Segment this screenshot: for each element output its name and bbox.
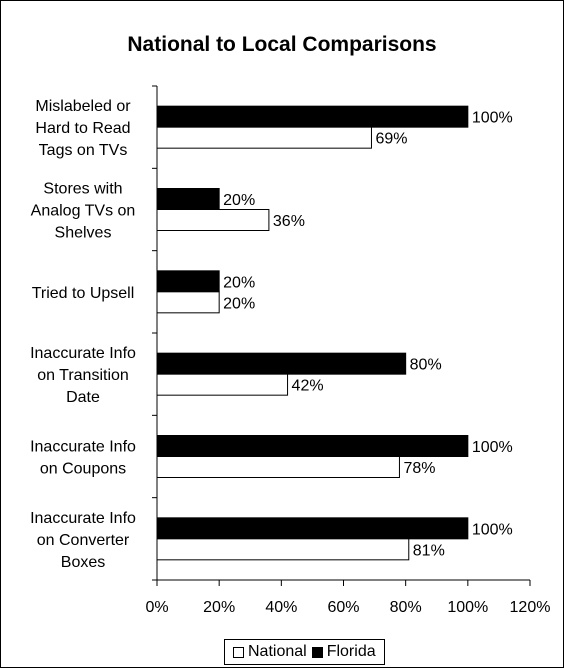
x-tick-label-3: 60% bbox=[327, 599, 359, 616]
x-tick-label-0: 0% bbox=[145, 599, 168, 616]
data-label-florida-0: 100% bbox=[472, 110, 513, 127]
data-label-florida-4: 100% bbox=[472, 439, 513, 456]
data-label-national-2: 20% bbox=[223, 295, 255, 312]
category-label-3-line-2: Date bbox=[66, 389, 100, 406]
data-label-florida-3: 80% bbox=[410, 357, 442, 374]
category-label-4-line-0: Inaccurate Info bbox=[30, 439, 136, 456]
bar-national-2 bbox=[156, 291, 220, 314]
category-label-2-line-0: Tried to Upsell bbox=[32, 285, 135, 302]
category-label-1-line-2: Shelves bbox=[55, 225, 112, 242]
legend-label-florida: Florida bbox=[326, 643, 376, 660]
category-label-1-line-1: Analog TVs on bbox=[31, 203, 136, 220]
category-label-3-line-1: on Transition bbox=[37, 367, 129, 384]
category-label-5-line-0: Inaccurate Info bbox=[30, 510, 136, 527]
bar-national-0 bbox=[156, 126, 372, 149]
bar-florida-3 bbox=[156, 352, 407, 375]
data-label-florida-5: 100% bbox=[472, 521, 513, 538]
x-tick-label-2: 40% bbox=[265, 599, 297, 616]
bar-florida-5 bbox=[156, 517, 469, 540]
data-label-national-3: 42% bbox=[292, 378, 324, 395]
category-label-5-line-1: on Converter bbox=[37, 532, 130, 549]
chart-legend: National Florida bbox=[224, 639, 385, 665]
category-label-4-line-1: on Coupons bbox=[40, 461, 126, 478]
legend-item-national: National bbox=[233, 643, 307, 661]
bar-national-4 bbox=[156, 456, 400, 478]
category-label-0-line-1: Hard to Read bbox=[35, 120, 130, 137]
x-tick-label-5: 100% bbox=[447, 599, 488, 616]
bar-florida-4 bbox=[156, 435, 469, 457]
legend-label-national: National bbox=[248, 643, 307, 660]
data-label-florida-2: 20% bbox=[223, 274, 255, 291]
x-tick-label-4: 80% bbox=[390, 599, 422, 616]
category-label-5-line-2: Boxes bbox=[61, 554, 105, 571]
category-label-3-line-0: Inaccurate Info bbox=[30, 345, 136, 362]
legend-swatch-florida bbox=[311, 646, 323, 658]
data-label-national-1: 36% bbox=[273, 213, 305, 230]
category-label-0-line-0: Mislabeled or bbox=[35, 98, 131, 115]
bar-national-1 bbox=[156, 209, 270, 231]
x-tick-label-6: 120% bbox=[510, 599, 551, 616]
bar-florida-2 bbox=[156, 270, 220, 293]
chart-title: National to Local Comparisons bbox=[127, 33, 437, 56]
x-tick-label-1: 20% bbox=[203, 599, 235, 616]
data-label-florida-1: 20% bbox=[223, 192, 255, 209]
bar-florida-0 bbox=[156, 105, 469, 128]
bar-national-5 bbox=[156, 538, 410, 561]
legend-item-florida: Florida bbox=[311, 643, 376, 661]
data-label-national-4: 78% bbox=[403, 460, 435, 477]
category-label-1-line-0: Stores with bbox=[43, 181, 122, 198]
data-label-national-0: 69% bbox=[375, 131, 407, 148]
bar-florida-1 bbox=[156, 188, 220, 210]
data-label-national-5: 81% bbox=[413, 542, 445, 559]
category-label-0-line-2: Tags on TVs bbox=[39, 142, 128, 159]
legend-swatch-national bbox=[233, 646, 244, 658]
bar-national-3 bbox=[156, 373, 289, 396]
